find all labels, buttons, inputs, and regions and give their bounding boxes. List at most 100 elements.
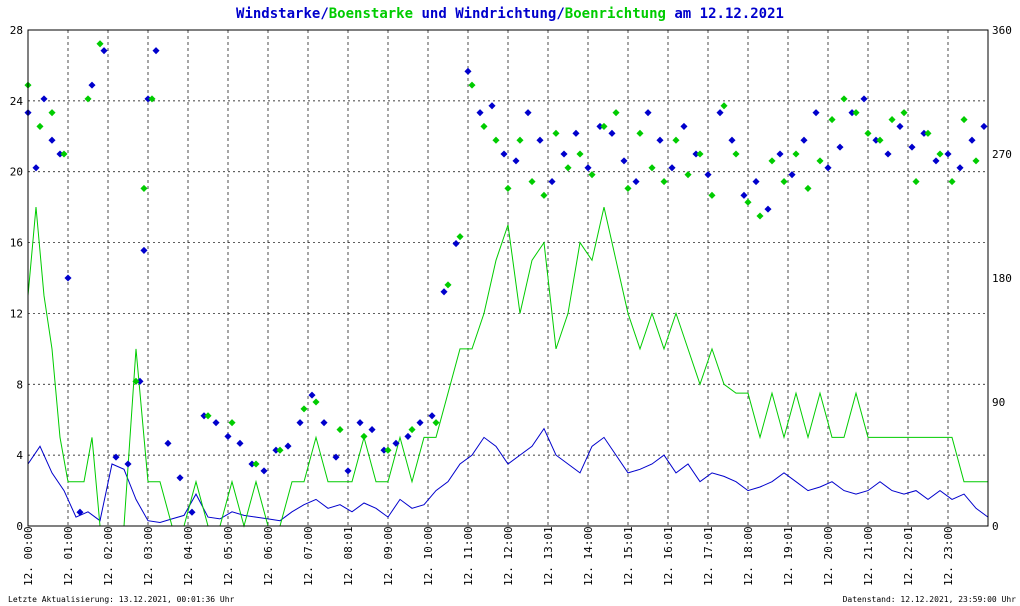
direction-point bbox=[76, 508, 84, 516]
direction-point bbox=[60, 150, 68, 158]
direction-point bbox=[804, 184, 812, 192]
direction-point bbox=[64, 274, 72, 282]
direction-point bbox=[56, 150, 64, 158]
x-tick-label: 12. 06:00 bbox=[262, 526, 275, 586]
direction-point bbox=[756, 212, 764, 220]
series-markers-windrichtung bbox=[24, 47, 988, 516]
direction-point bbox=[368, 426, 376, 434]
x-tick-label: 12. 01:00 bbox=[62, 526, 75, 586]
x-tick-label: 12. 15:01 bbox=[622, 526, 635, 586]
direction-point bbox=[312, 398, 320, 406]
y-left-tick-label: 20 bbox=[10, 166, 23, 179]
direction-point bbox=[148, 95, 156, 103]
direction-point bbox=[752, 178, 760, 186]
direction-point bbox=[164, 439, 172, 447]
direction-point bbox=[776, 150, 784, 158]
direction-point bbox=[444, 281, 452, 289]
direction-point bbox=[404, 432, 412, 440]
direction-point bbox=[728, 136, 736, 144]
x-tick-label: 12. 18:00 bbox=[742, 526, 755, 586]
direction-point bbox=[836, 143, 844, 151]
direction-point bbox=[816, 157, 824, 165]
direction-point bbox=[744, 198, 752, 206]
x-tick-label: 12. 21:00 bbox=[862, 526, 875, 586]
x-tick-label: 12. 03:00 bbox=[142, 526, 155, 586]
direction-point bbox=[612, 109, 620, 117]
direction-point bbox=[876, 136, 884, 144]
y-right-tick-label: 90 bbox=[992, 396, 1005, 409]
x-tick-label: 12. 04:00 bbox=[182, 526, 195, 586]
direction-point bbox=[912, 178, 920, 186]
direction-point bbox=[692, 150, 700, 158]
direction-point bbox=[672, 136, 680, 144]
direction-point bbox=[204, 412, 212, 420]
direction-point bbox=[780, 178, 788, 186]
x-tick-label: 12. 17:01 bbox=[702, 526, 715, 586]
direction-point bbox=[548, 178, 556, 186]
direction-point bbox=[40, 95, 48, 103]
direction-point bbox=[576, 150, 584, 158]
x-tick-label: 12. 05:00 bbox=[222, 526, 235, 586]
title-part-2: Boenstarke bbox=[329, 6, 413, 22]
direction-point bbox=[848, 109, 856, 117]
x-tick-label: 12. 09:00 bbox=[382, 526, 395, 586]
y-left-tick-label: 28 bbox=[10, 24, 23, 37]
direction-point bbox=[176, 474, 184, 482]
direction-point bbox=[720, 102, 728, 110]
direction-point bbox=[708, 191, 716, 199]
direction-point bbox=[100, 47, 108, 55]
direction-point bbox=[644, 109, 652, 117]
direction-point bbox=[136, 377, 144, 385]
direction-point bbox=[980, 122, 988, 130]
x-tick-label: 12. 11:00 bbox=[462, 526, 475, 586]
direction-point bbox=[600, 122, 608, 130]
direction-point bbox=[112, 453, 120, 461]
direction-point bbox=[528, 178, 536, 186]
direction-point bbox=[408, 426, 416, 434]
direction-point bbox=[648, 164, 656, 172]
title-part-3: und bbox=[413, 6, 455, 22]
direction-point bbox=[272, 446, 280, 454]
chart-axes: 0 4 8 12 16 20 24 28 0 90 180 270 360 12. 00:00 12. 01… bbox=[10, 24, 1012, 586]
direction-point bbox=[908, 143, 916, 151]
direction-point bbox=[888, 116, 896, 124]
direction-point bbox=[200, 412, 208, 420]
series-line-windstarke bbox=[27, 427, 989, 524]
direction-point bbox=[540, 191, 548, 199]
direction-point bbox=[716, 109, 724, 117]
direction-point bbox=[492, 136, 500, 144]
x-tick-label: 12. 19:01 bbox=[782, 526, 795, 586]
chart-grid bbox=[28, 30, 988, 526]
direction-point bbox=[632, 178, 640, 186]
direction-point bbox=[464, 67, 472, 75]
direction-point bbox=[668, 164, 676, 172]
direction-point bbox=[252, 460, 260, 468]
direction-point bbox=[380, 446, 388, 454]
title-part-0: Windstarke bbox=[236, 6, 320, 22]
direction-point bbox=[840, 95, 848, 103]
y-right-tick-label: 360 bbox=[992, 24, 1012, 37]
y-left-tick-label: 4 bbox=[16, 449, 23, 462]
x-tick-label: 12. 22:01 bbox=[902, 526, 915, 586]
x-tick-label: 12. 08:01 bbox=[342, 526, 355, 586]
x-tick-label: 12. 07:00 bbox=[302, 526, 315, 586]
direction-point bbox=[32, 164, 40, 172]
direction-point bbox=[768, 157, 776, 165]
y-left-tick-label: 8 bbox=[16, 378, 23, 391]
direction-point bbox=[552, 129, 560, 137]
y-right-tick-label: 270 bbox=[992, 148, 1012, 161]
direction-point bbox=[132, 377, 140, 385]
direction-point bbox=[224, 432, 232, 440]
title-part-6: Boenrichtung bbox=[565, 6, 666, 22]
plot-frame bbox=[27, 29, 989, 527]
direction-point bbox=[300, 405, 308, 413]
footer-data-timestamp: Datenstand: 12.12.2021, 23:59:00 Uhr bbox=[843, 595, 1017, 604]
direction-point bbox=[764, 205, 772, 213]
direction-point bbox=[932, 157, 940, 165]
chart-title: Windstarke/Boenstarke und Windrichtung/B… bbox=[236, 6, 784, 22]
direction-point bbox=[124, 460, 132, 468]
direction-point bbox=[456, 233, 464, 241]
direction-point bbox=[84, 95, 92, 103]
direction-point bbox=[276, 446, 284, 454]
direction-point bbox=[852, 109, 860, 117]
